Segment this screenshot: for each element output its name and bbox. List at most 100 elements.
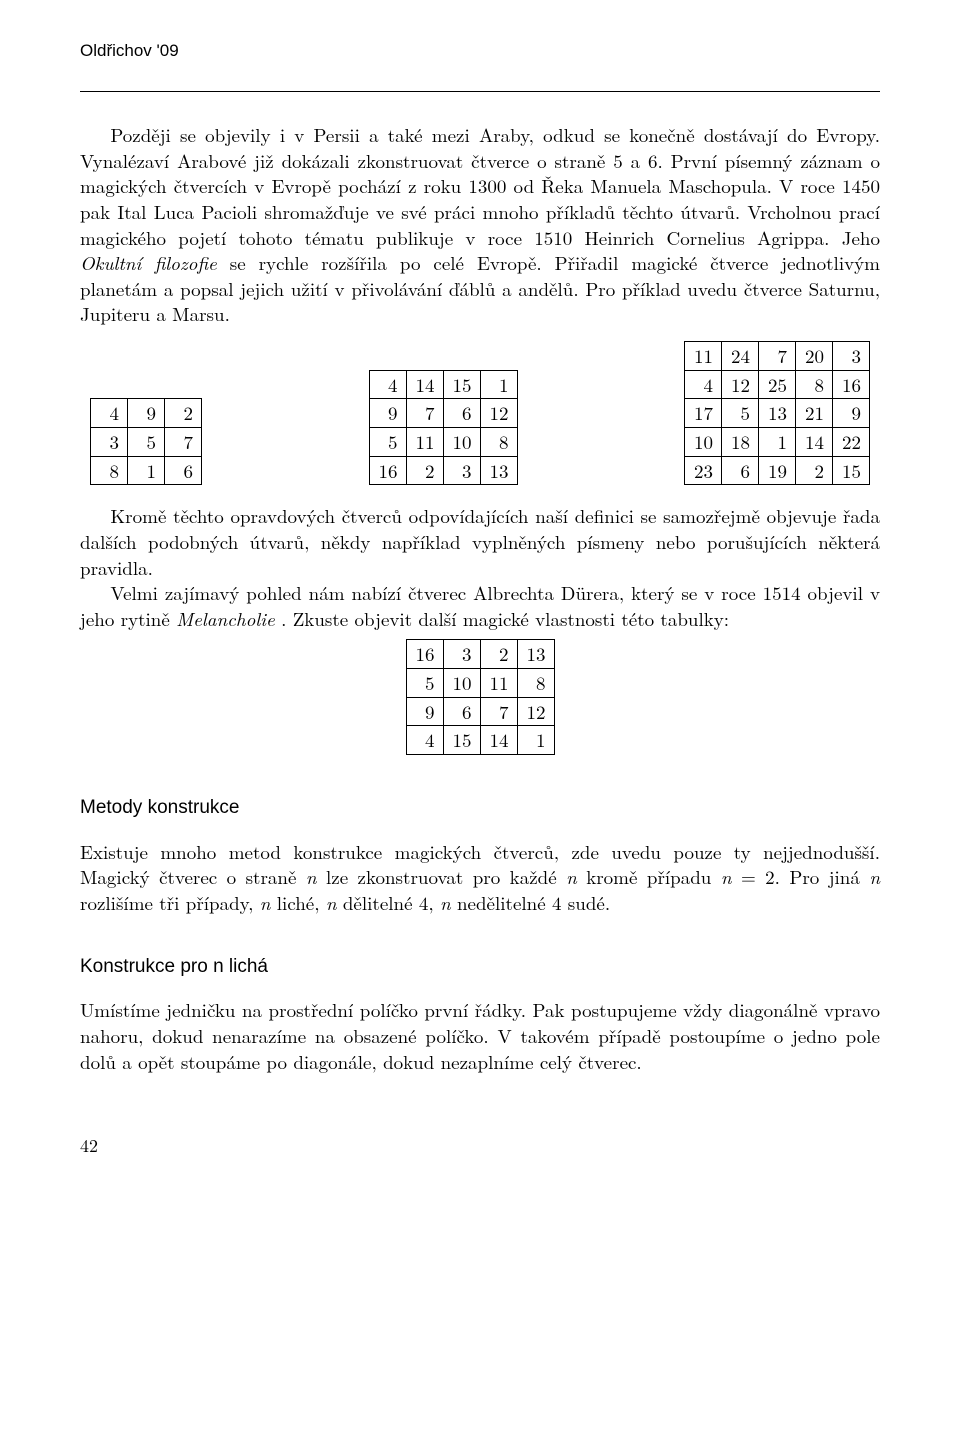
cell: 16: [833, 370, 870, 399]
page-number: 42: [80, 1134, 880, 1158]
cell: 9: [406, 697, 443, 726]
cell: 6: [722, 456, 759, 485]
p3-italic: Melancholie: [176, 605, 275, 632]
cell: 5: [369, 427, 406, 456]
saturn-square: 492 357 816: [90, 398, 202, 485]
p1-text-a: Později se objevily i v Persii a také me…: [80, 121, 880, 251]
cell: 4: [685, 370, 722, 399]
p4f: liché,: [270, 889, 325, 916]
math-n: n: [260, 889, 271, 916]
paragraph-1: Později se objevily i v Persii a také me…: [80, 122, 880, 327]
cell: 13: [759, 399, 796, 428]
cell: 2: [406, 456, 443, 485]
cell: 18: [722, 427, 759, 456]
cell: 6: [443, 399, 480, 428]
cell: 14: [796, 427, 833, 456]
paragraph-4: Existuje mnoho metod konstrukce magickýc…: [80, 839, 880, 916]
math-n: n: [440, 889, 451, 916]
cell: 9: [369, 399, 406, 428]
cell: 5: [128, 427, 165, 456]
cell: 13: [480, 456, 517, 485]
math-n: n: [869, 863, 880, 890]
cell: 17: [685, 399, 722, 428]
cell: 12: [480, 399, 517, 428]
durer-square: 163213 510118 96712 415141: [406, 639, 555, 755]
cell: 11: [406, 427, 443, 456]
cell: 15: [443, 726, 480, 755]
cell: 9: [833, 399, 870, 428]
heading-methods: Metody konstrukce: [80, 795, 880, 821]
cell: 10: [443, 669, 480, 698]
cell: 5: [722, 399, 759, 428]
p4h: nedělitelné 4 sudé.: [451, 889, 611, 916]
cell: 7: [406, 399, 443, 428]
page: Oldřichov '09 Později se objevily i v Pe…: [0, 0, 960, 1455]
cell: 8: [796, 370, 833, 399]
p4e: rozlišíme tři případy,: [80, 889, 260, 916]
p4c: kromě případu: [577, 863, 721, 890]
cell: 2: [480, 640, 517, 669]
cell: 1: [517, 726, 554, 755]
cell: 16: [406, 640, 443, 669]
cell: 7: [759, 342, 796, 371]
cell: 7: [480, 697, 517, 726]
cell: 8: [517, 669, 554, 698]
cell: 4: [91, 399, 128, 428]
p4d: = 2. Pro jiná: [732, 863, 870, 890]
cell: 22: [833, 427, 870, 456]
cell: 15: [833, 456, 870, 485]
cell: 15: [443, 370, 480, 399]
paragraph-3: Velmi zajímavý pohled nám nabízí čtverec…: [80, 580, 880, 631]
math-n: n: [721, 863, 732, 890]
cell: 3: [443, 456, 480, 485]
cell: 14: [406, 370, 443, 399]
paragraph-5: Umístíme jedničku na prostřední políčko …: [80, 997, 880, 1074]
cell: 21: [796, 399, 833, 428]
math-n: n: [306, 863, 317, 890]
cell: 10: [443, 427, 480, 456]
cell: 1: [480, 370, 517, 399]
cell: 8: [91, 456, 128, 485]
cell: 14: [480, 726, 517, 755]
cell: 12: [517, 697, 554, 726]
p4g: dělitelné 4,: [337, 889, 440, 916]
heading-odd-construction: Konstrukce pro n lichá: [80, 954, 880, 980]
cell: 25: [759, 370, 796, 399]
paragraph-2: Kromě těchto opravdových čtverců odpovíd…: [80, 503, 880, 580]
header-rule: [80, 91, 880, 92]
math-n: n: [326, 889, 337, 916]
cell: 1: [128, 456, 165, 485]
cell: 6: [165, 456, 202, 485]
cell: 20: [796, 342, 833, 371]
cell: 11: [685, 342, 722, 371]
cell: 9: [128, 399, 165, 428]
cell: 12: [722, 370, 759, 399]
cell: 10: [685, 427, 722, 456]
cell: 8: [480, 427, 517, 456]
cell: 5: [406, 669, 443, 698]
magic-squares-row: 492 357 816 414151 97612 511108 162313 1…: [80, 341, 880, 485]
cell: 1: [759, 427, 796, 456]
p4b: lze zkonstruovat pro každé: [317, 863, 567, 890]
cell: 3: [833, 342, 870, 371]
cell: 19: [759, 456, 796, 485]
p3-text-b: . Zkuste objevit další magické vlastnost…: [275, 605, 729, 632]
cell: 11: [480, 669, 517, 698]
cell: 23: [685, 456, 722, 485]
mars-square: 11247203 41225816 17513219 101811422 236…: [684, 341, 870, 485]
cell: 2: [165, 399, 202, 428]
cell: 3: [91, 427, 128, 456]
cell: 7: [165, 427, 202, 456]
cell: 13: [517, 640, 554, 669]
p1-italic: Okultní filozofie: [80, 249, 217, 276]
cell: 16: [369, 456, 406, 485]
cell: 6: [443, 697, 480, 726]
cell: 4: [406, 726, 443, 755]
cell: 3: [443, 640, 480, 669]
durer-square-block: 163213 510118 96712 415141: [80, 639, 880, 755]
math-n: n: [566, 863, 577, 890]
cell: 24: [722, 342, 759, 371]
cell: 4: [369, 370, 406, 399]
jupiter-square: 414151 97612 511108 162313: [369, 370, 518, 486]
running-head: Oldřichov '09: [80, 40, 880, 63]
